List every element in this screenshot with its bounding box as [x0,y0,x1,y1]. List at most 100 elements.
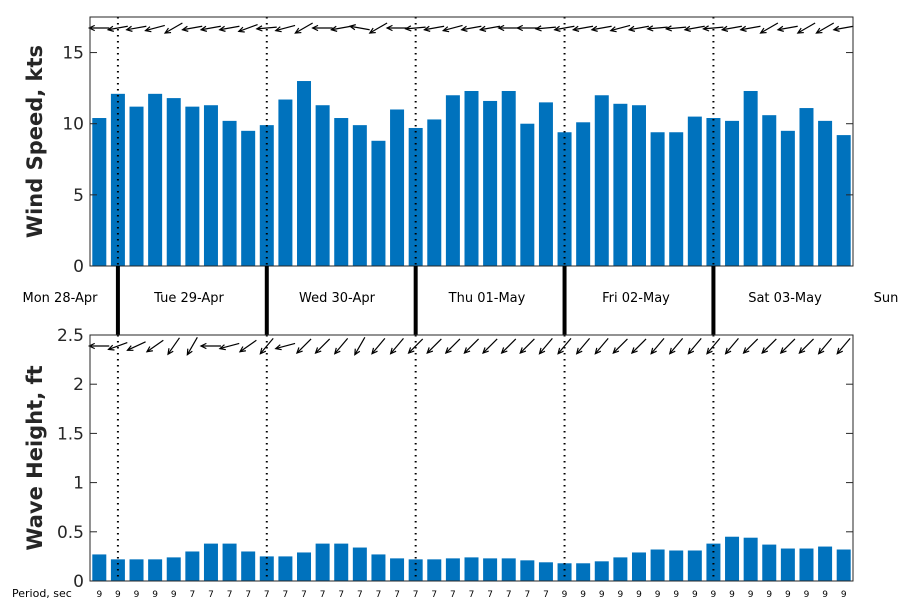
day-label: Fri 02-May [602,291,670,306]
wave-direction-arrow [167,337,180,356]
wave-direction-arrow [389,337,404,355]
wave-bar [334,543,349,581]
wind-bar [743,90,758,267]
day-label: Thu 01-May [448,291,526,306]
wave-bar [557,563,572,581]
wind-direction-arrow [330,25,352,32]
wind-direction-arrow [759,22,779,34]
wind-direction-arrow [739,25,761,32]
period-value: 9 [785,590,791,600]
wave-bar [185,551,200,581]
period-value: 7 [413,590,419,600]
wind-bar [445,95,460,266]
wind-bar [799,108,814,266]
wave-bar [129,559,144,581]
wind-direction-arrow [590,25,612,32]
period-value: 9 [636,590,642,600]
wind-direction-arrow [776,25,798,32]
wave-bar [464,557,479,581]
wave-direction-arrow [314,338,331,355]
wave-bar [799,548,814,581]
wind-bar [538,102,553,267]
wave-bar [501,558,516,581]
period-value: 9 [841,590,847,600]
wind-speed-panel: 0 5 10 15 Wind Speed, kts [23,16,854,277]
wind-ytick-label: 10 [62,115,84,135]
wave-bar [706,543,721,581]
wind-direction-arrow [609,24,631,33]
wave-direction-arrow [668,337,684,355]
wave-direction-arrow [107,342,128,351]
period-value: 7 [208,590,214,600]
wind-bar [594,95,609,266]
wind-direction-arrow [460,25,482,32]
wave-bar [613,557,628,581]
wind-direction-arrow [385,24,408,32]
period-value: 7 [283,590,289,600]
wave-bar [650,549,665,581]
period-value: 7 [245,590,251,600]
wind-bar [836,135,851,266]
period-value: 9 [692,590,698,600]
wave-bar [483,558,498,581]
wind-bar [129,106,144,266]
wave-ytick-label: 0 [73,572,84,592]
wind-direction-arrow [832,25,854,32]
wave-bar [743,537,758,581]
wave-direction-arrow [836,337,851,355]
period-value: 9 [599,590,605,600]
wave-bar [371,554,386,581]
wave-direction-arrow [630,338,647,355]
wind-bar [762,115,777,267]
wind-direction-arrow [627,25,649,32]
wind-direction-arrow [553,25,575,32]
wind-direction-arrow [497,24,519,32]
wind-direction-arrow [368,22,388,34]
wind-direction-arrow [664,25,687,32]
wave-direction-arrow [817,337,832,355]
wind-bar [483,100,498,266]
period-value: 9 [673,590,679,600]
period-value: 9 [171,590,177,600]
wind-bar [631,105,646,266]
wind-direction-arrow [683,25,705,32]
period-value: 7 [431,590,437,600]
wave-axes-box [89,334,854,582]
period-value: 7 [394,590,400,600]
wave-direction-arrow [612,338,628,355]
wave-bar [631,552,646,581]
period-value: 9 [822,590,828,600]
wind-direction-arrow [646,25,668,32]
wind-bar [278,99,293,266]
wave-bar [445,558,460,581]
wave-bar [725,536,740,581]
wave-bar [148,559,163,581]
wind-bar [315,105,330,266]
wave-bar [315,543,330,581]
wind-bar [408,127,423,266]
wave-direction-arrow [238,339,257,353]
wind-bar [352,125,367,266]
day-label: Tue 29-Apr [153,291,224,306]
wind-direction-arrow [106,25,128,32]
wind-direction-arrow [423,25,445,32]
period-value: 9 [580,590,586,600]
wave-ylabel: Wave Height, ft [23,365,47,550]
wave-direction-arrow [500,338,517,355]
wind-bar [241,130,256,266]
wind-direction-arrow [199,25,221,32]
wave-bar [538,562,553,581]
wave-direction-arrow [557,337,572,355]
wind-bar [557,132,572,266]
wave-bar [427,559,442,581]
period-value: 7 [487,590,493,600]
wind-direction-arrow [255,25,277,32]
period-value: 7 [189,590,195,600]
wind-direction-arrow [478,25,501,32]
wind-bar [669,132,684,266]
wave-direction-arrow [186,337,198,356]
period-value: 9 [115,590,121,600]
wave-bar [222,543,237,581]
period-value: 9 [655,590,661,600]
